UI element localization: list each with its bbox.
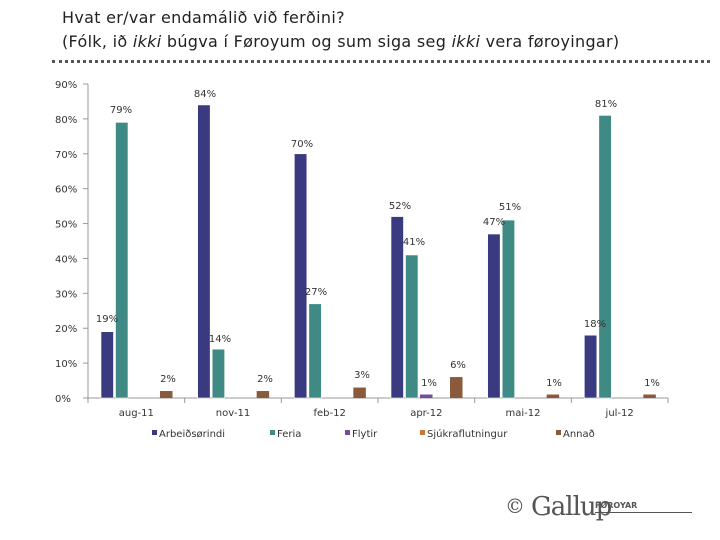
legend-swatch-Annað [556,430,561,435]
y-tick-label: 50% [55,220,77,231]
data-label-Arbeiðsørindi: 52% [389,201,411,212]
data-label-Flytir: 1% [421,378,437,389]
bar-Arbeiðsørindi-aug-11 [100,331,114,399]
data-label-Feria: 27% [305,287,327,298]
data-label-Feria: 51% [499,202,521,213]
legend-swatch-Arbeiðsørindi [152,430,157,435]
x-tick-label: aug-11 [119,408,154,419]
bar-Feria-nov-11 [211,348,225,399]
y-tick-label: 0% [55,394,71,405]
y-tick-label: 80% [55,115,77,126]
bar-Arbeiðsørindi-feb-12 [294,153,308,399]
legend-label-Feria: Feria [277,429,301,440]
bar-Annað-feb-12 [353,387,366,398]
bar-Feria-apr-12 [405,254,419,399]
data-label-Arbeiðsørindi: 18% [584,319,606,330]
data-label-Feria: 79% [110,105,132,116]
bar-Annað-nov-11 [256,391,270,398]
data-label-Feria: 81% [595,99,617,110]
y-tick-label: 10% [55,359,77,370]
logo-underline [595,512,692,513]
bar-Arbeiðsørindi-nov-11 [197,104,211,399]
legend-swatch-Flytir [345,430,350,435]
data-label-Arbeiðsørindi: 84% [194,89,216,100]
bar-Annað-mai-12 [546,394,560,398]
chart-title: Hvat er/var endamálið við ferðini? [62,8,345,27]
data-label-Arbeiðsørindi: 70% [291,139,313,150]
x-tick-label: jul-12 [605,408,634,419]
legend-label-Flytir: Flytir [352,429,378,440]
bar-Annað-aug-11 [160,391,173,398]
data-label-Annað: 2% [160,374,176,385]
bar-Flytir-apr-12 [420,394,433,398]
bar-Feria-aug-11 [115,122,129,399]
data-label-Annað: 3% [354,370,370,381]
copyright-symbol: © [505,494,525,518]
legend-label-Annað: Annað [563,429,595,440]
x-tick-label: nov-11 [216,408,250,419]
legend-swatch-Sjúkraflutningur [420,430,425,435]
y-tick-label: 90% [55,80,77,91]
data-label-Annað: 1% [546,378,562,389]
y-tick-label: 70% [55,150,77,161]
y-tick-label: 20% [55,324,77,335]
data-label-Arbeiðsørindi: 19% [96,314,118,325]
bar-Feria-mai-12 [501,219,515,399]
data-label-Feria: 14% [209,334,231,345]
chart-subtitle: (Fólk, ið ikki búgva í Føroyum og sum si… [62,32,620,51]
bar-Feria-jul-12 [598,115,612,399]
x-tick-label: feb-12 [313,408,345,419]
legend-label-Sjúkraflutningur: Sjúkraflutningur [427,428,508,440]
legend-swatch-Feria [270,430,275,435]
brand-subtitle: FØROYAR [595,501,638,510]
bar-Arbeiðsørindi-jul-12 [584,334,598,399]
brand-name: Gallup [531,492,612,522]
data-label-Arbeiðsørindi: 47% [483,217,505,228]
x-tick-label: mai-12 [506,408,541,419]
bar-Annað-jul-12 [643,394,656,398]
legend-label-Arbeiðsørindi: Arbeiðsørindi [159,429,225,440]
data-label-Annað: 2% [257,374,273,385]
y-tick-label: 60% [55,185,77,196]
gallup-logo: © Gallup FØROYAR [505,492,695,522]
y-tick-label: 30% [55,289,77,300]
data-label-Annað: 6% [450,360,466,371]
data-label-Annað: 1% [644,378,660,389]
bar-Arbeiðsørindi-mai-12 [487,233,501,399]
bar-Arbeiðsørindi-apr-12 [390,216,404,399]
title-divider [52,60,710,67]
data-label-Feria: 41% [403,237,425,248]
bar-Annað-apr-12 [450,377,463,398]
y-tick-label: 40% [55,254,77,265]
x-tick-label: apr-12 [410,408,442,419]
bar-Feria-feb-12 [308,303,322,399]
